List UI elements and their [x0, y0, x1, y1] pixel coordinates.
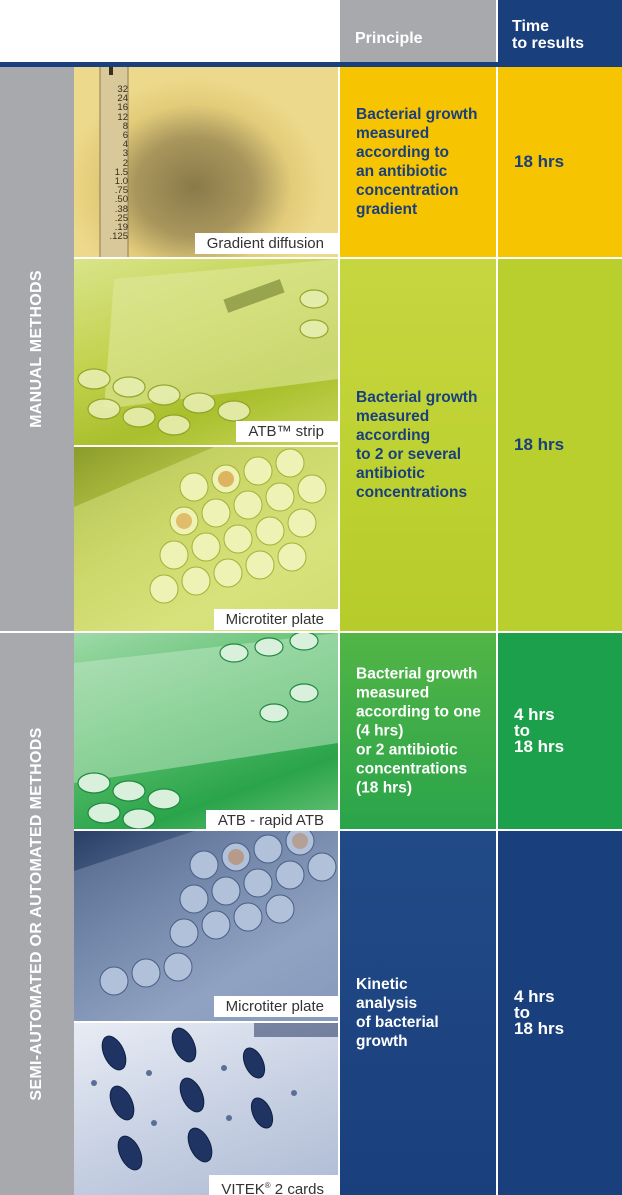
scale-label: 2: [122, 157, 128, 169]
row3-time-cell: 4 hrs to 18 hrs: [498, 633, 622, 829]
row2-time-cell: 18 hrs: [498, 259, 622, 631]
scale-label: 1.0: [114, 176, 128, 188]
semi-automated-category: SEMI-AUTOMATED OR AUTOMATED METHODS: [0, 633, 74, 1195]
time-line: to: [514, 721, 531, 740]
vitek-caption-rest: 2 cards: [270, 1181, 324, 1195]
principle-line: according to: [356, 144, 450, 161]
principle-line: of bacterial: [356, 1014, 439, 1031]
atb-strip-graphic: [77, 259, 338, 436]
principle-line: measured: [356, 684, 430, 702]
time-line: 18 hrs: [514, 152, 565, 171]
principle-line: Kinetic: [356, 976, 408, 993]
atb-strip-image: ATB™ strip: [74, 259, 338, 445]
principle-line: according: [356, 427, 431, 444]
row4-time-text: 4 hrs to 18 hrs: [514, 987, 565, 1038]
scale-label: 12: [117, 111, 128, 123]
principle-line: or 2 antibiotic: [356, 741, 458, 759]
principle-line: measured: [356, 408, 430, 425]
principle-line: gradient: [356, 201, 418, 218]
gradient-strip-graphic: [99, 67, 129, 257]
scale-label: 4: [122, 139, 128, 151]
microtiter-plate-image: Microtiter plate: [74, 447, 338, 631]
principle-line: concentrations: [356, 760, 468, 778]
vitek-cards-caption: VITEK® 2 cards: [209, 1175, 338, 1195]
principle-line: concentrations: [356, 484, 468, 501]
gradient-diffusion-image: 32 24 16 12 8 6 4 3 2 1.5 1.0.75.50.38.25.19.125 G…: [74, 67, 338, 257]
scale-label: .38: [114, 203, 128, 215]
vitek-caption-registered: ®: [264, 1181, 271, 1190]
row1-principle-text: Bacterial growth measured according to an a…: [356, 105, 496, 219]
principle-line: antibiotic: [356, 465, 425, 482]
microtiter-plate-graphic: [74, 447, 338, 631]
scale-label: .19: [114, 222, 128, 234]
principle-line: concentration: [356, 182, 459, 199]
row3-principle-text: Bacterial growth measured according to one…: [356, 665, 496, 798]
time-line: 18 hrs: [514, 737, 565, 756]
row1-time-cell: 18 hrs: [498, 67, 622, 257]
principle-line: measured: [356, 125, 430, 142]
scale-label: 8: [122, 120, 128, 132]
atb-rapid-image: ATB - rapid ATB: [74, 633, 338, 829]
microtiter-plate-blue-caption: Microtiter plate: [213, 996, 338, 1017]
scale-label: 16: [117, 102, 128, 114]
microtiter-plate-blue-graphic: [74, 831, 338, 1021]
time-line: 18 hrs: [514, 1019, 565, 1038]
principle-column-header: Principle: [340, 0, 496, 62]
vitek-caption-brand: VITEK: [221, 1181, 265, 1195]
scale-label: 1.5: [114, 166, 128, 178]
row1-principle-cell: Bacterial growth measured according to an a…: [340, 67, 496, 257]
manual-methods-category: MANUAL METHODS: [0, 67, 74, 631]
row1-time-text: 18 hrs: [514, 152, 565, 171]
scale-label: .25: [114, 212, 128, 224]
principle-line: (4 hrs): [356, 722, 404, 740]
microtiter-plate-blue-image: Microtiter plate: [74, 831, 338, 1021]
vitek-cards-graphic: [91, 1023, 338, 1171]
principle-line: Bacterial growth: [356, 106, 478, 123]
scale-label: .50: [114, 194, 128, 206]
row2-principle-text: Bacterial growth measured according to 2 or…: [356, 388, 496, 502]
principle-line: according to one: [356, 703, 481, 721]
atb-rapid-caption: ATB - rapid ATB: [205, 810, 338, 829]
time-line: to: [514, 1003, 531, 1022]
time-header-line2: to results: [512, 35, 585, 52]
vitek-cards-image: VITEK® 2 cards: [74, 1023, 338, 1195]
scale-label: .75: [114, 185, 128, 197]
time-header-label: Time to results: [512, 18, 584, 52]
principle-line: Bacterial growth: [356, 389, 478, 406]
scale-label: .125: [109, 231, 129, 243]
gradient-strip-scale: 32 24 16 12 8 6 4 3 2 1.5 1.0.75.50.38.25.19.125: [102, 84, 129, 243]
scale-label: 3: [122, 148, 128, 160]
row4-principle-cell: Kinetic analysis of bacterial growth: [340, 831, 496, 1195]
principle-line: analysis: [356, 995, 418, 1012]
principle-line: to 2 or several: [356, 446, 462, 463]
principle-header-label: Principle: [355, 30, 423, 47]
semi-automated-label: SEMI-AUTOMATED OR AUTOMATED METHODS: [28, 727, 45, 1101]
microtiter-plate-caption: Microtiter plate: [213, 609, 338, 630]
manual-methods-label: MANUAL METHODS: [28, 270, 45, 428]
time-column-header: Time to results: [498, 0, 622, 62]
time-line: 4 hrs: [514, 987, 555, 1006]
row4-time-cell: 4 hrs to 18 hrs: [498, 831, 622, 1195]
row2-time-text: 18 hrs: [514, 435, 565, 454]
row2-principle-cell: Bacterial growth measured according to 2 or…: [340, 259, 496, 631]
atb-strip-caption: ATB™ strip: [236, 421, 338, 442]
gradient-diffusion-caption: Gradient diffusion: [194, 233, 338, 254]
principle-line: growth: [356, 1033, 408, 1050]
scale-label: 24: [117, 93, 128, 105]
time-line: 18 hrs: [514, 435, 565, 454]
header-divider: [0, 62, 622, 67]
row3-principle-cell: Bacterial growth measured according to one…: [340, 633, 496, 829]
row4-principle-text: Kinetic analysis of bacterial growth: [356, 975, 496, 1051]
row3-time-text: 4 hrs to 18 hrs: [514, 705, 565, 756]
principle-line: Bacterial growth: [356, 665, 478, 683]
time-line: 4 hrs: [514, 705, 555, 724]
principle-line: an antibiotic: [356, 163, 448, 180]
scale-label: 6: [122, 130, 128, 142]
time-header-line1: Time: [512, 18, 550, 35]
scale-label: 32: [117, 84, 128, 95]
atb-rapid-graphic: [74, 633, 338, 829]
principle-line: (18 hrs): [356, 779, 412, 797]
